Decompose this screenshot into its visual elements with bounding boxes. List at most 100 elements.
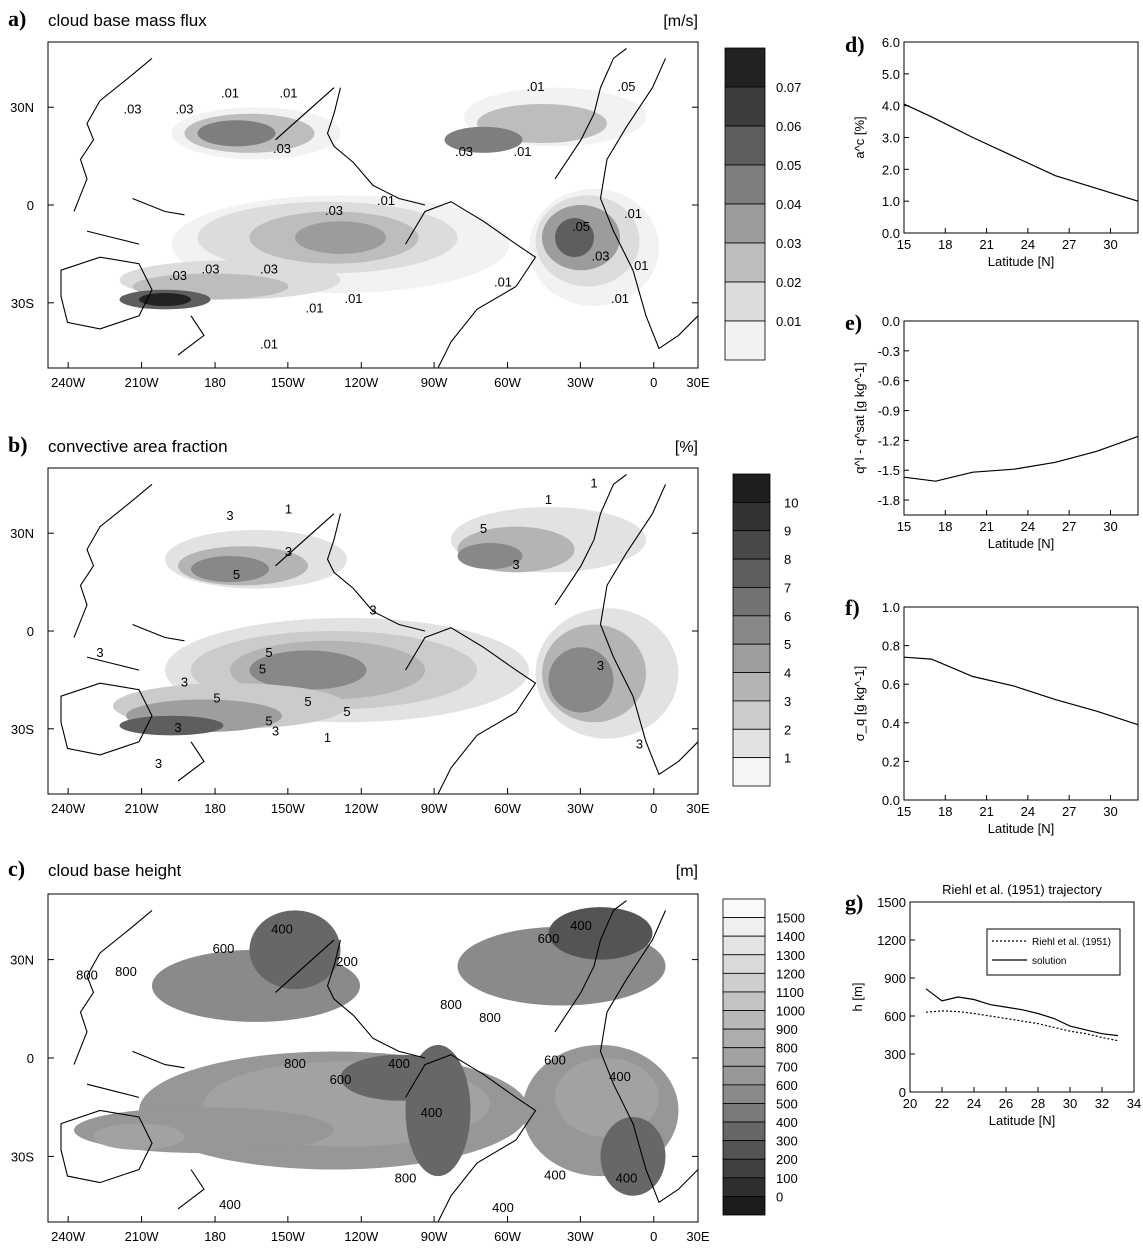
- x-tick-label: 210W: [125, 801, 160, 816]
- colorbar-swatch: [722, 1140, 766, 1160]
- colorbar-level-label: 7: [784, 580, 791, 595]
- colorbar: 0.07 0.06 0.05 0.04 0.03 0.02 0.01: [724, 47, 801, 361]
- shaded-region: [548, 647, 614, 713]
- contour-label: 3: [181, 674, 188, 689]
- x-axis-label: Latitude [N]: [988, 254, 1055, 269]
- map-panel-b: b) convective area fraction [%]3 1355311355…: [8, 432, 798, 816]
- colorbar: 1500140013001200110010009008007006005004…: [722, 898, 805, 1216]
- series-line-0: [925, 1010, 1119, 1042]
- y-tick-label: 0.4: [882, 716, 900, 731]
- y-tick-label: 0.6: [882, 677, 900, 692]
- contour-label: 1: [590, 476, 597, 491]
- y-axis-label: q^l - q^sat [g kg^-1]: [852, 362, 867, 474]
- colorbar-level-label: 6: [784, 609, 791, 624]
- contour-label: .01: [526, 79, 544, 94]
- contour-label: 600: [544, 1053, 566, 1068]
- colorbar-level-label: 200: [776, 1152, 798, 1167]
- contour-label: 600: [213, 941, 235, 956]
- coastline: [554, 48, 627, 180]
- colorbar-swatch: [722, 954, 766, 974]
- colorbar-swatch: [722, 1177, 766, 1197]
- colorbar-swatch: [722, 1121, 766, 1142]
- contour-label: 5: [259, 661, 266, 676]
- x-tick-label: 32: [1095, 1096, 1109, 1111]
- contour-label: 3: [96, 645, 103, 660]
- coastline: [554, 900, 627, 1033]
- contour-label: .03: [325, 203, 343, 218]
- plot-frame: [903, 320, 1139, 516]
- x-tick-label: 30E: [686, 801, 709, 816]
- series-line-0: [903, 656, 1139, 726]
- coastline: [132, 1050, 185, 1069]
- panel-title: cloud base height: [48, 861, 182, 880]
- coastline: [554, 474, 627, 606]
- colorbar-level-label: 1100: [776, 985, 804, 1000]
- x-axis-label: Latitude [N]: [989, 1113, 1056, 1128]
- trajectory-line: [275, 939, 335, 993]
- contour-label: .01: [344, 291, 362, 306]
- map-panel-a: a) cloud base mass flux [m/s] .03 .03 .01 .01.…: [8, 6, 801, 390]
- x-tick-label: 24: [967, 1096, 981, 1111]
- x-tick-label: 18: [938, 804, 952, 819]
- contour-label: .01: [305, 301, 323, 316]
- colorbar-swatch: [724, 320, 766, 361]
- x-tick-label: 26: [999, 1096, 1013, 1111]
- contour-label: .05: [572, 219, 590, 234]
- contour-label: .01: [611, 291, 629, 306]
- y-tick-label: -1.8: [878, 493, 900, 508]
- contour-label: 3: [636, 736, 643, 751]
- series-line-0: [903, 435, 1139, 482]
- panel-label: g): [845, 890, 863, 915]
- y-tick-label: 5.0: [882, 67, 900, 82]
- x-tick-label: 24: [1021, 519, 1035, 534]
- contour-label: 400: [544, 1167, 566, 1182]
- y-tick-label: 1500: [877, 895, 906, 910]
- x-tick-label: 180: [204, 1229, 226, 1244]
- x-tick-label: 18: [938, 237, 952, 252]
- colorbar-swatch: [724, 242, 766, 283]
- contour-label: .03: [260, 261, 278, 276]
- colorbar: 10 9 8 7 6 5 4 3 2 1: [732, 473, 798, 787]
- colorbar-swatch: [722, 1028, 766, 1049]
- x-tick-label: 180: [204, 375, 226, 390]
- legend-entry: solution: [1032, 956, 1066, 967]
- x-tick-label: 60W: [494, 375, 521, 390]
- contour-label: 800: [479, 1010, 501, 1025]
- contour-label: 5: [233, 567, 240, 582]
- coastline: [60, 682, 153, 756]
- coastline: [132, 623, 185, 642]
- colorbar-level-label: 0.03: [776, 236, 801, 251]
- contour-label: .03: [201, 261, 219, 276]
- contour-label: 5: [480, 521, 487, 536]
- y-tick-label: -0.6: [878, 374, 900, 389]
- x-tick-label: 18: [938, 519, 952, 534]
- x-tick-label: 27: [1062, 804, 1076, 819]
- y-tick-label: 0.0: [882, 226, 900, 241]
- contour-label: 3: [369, 603, 376, 618]
- coastline: [599, 910, 699, 1204]
- coastline: [405, 627, 537, 795]
- colorbar-swatch: [732, 700, 771, 730]
- colorbar-swatch: [722, 1084, 766, 1104]
- coastline: [326, 939, 426, 1059]
- contour-label: 400: [616, 1171, 638, 1186]
- contour-label: .01: [494, 275, 512, 290]
- colorbar-level-label: 0.04: [776, 197, 801, 212]
- x-tick-label: 0: [650, 1229, 657, 1244]
- x-tick-label: 21: [979, 237, 993, 252]
- y-axis-label: σ_q [g kg^-1]: [852, 666, 867, 742]
- shaded-region: [249, 910, 341, 990]
- y-tick-label: 30N: [10, 100, 34, 115]
- x-tick-label: 240W: [51, 801, 86, 816]
- y-tick-label: 0: [899, 1085, 906, 1100]
- colorbar-level-label: 2: [784, 722, 791, 737]
- coastline: [86, 656, 140, 671]
- unit-label: [%]: [675, 439, 698, 456]
- y-tick-label: 0: [27, 198, 34, 213]
- shaded-region: [295, 221, 386, 254]
- y-tick-label: 6.0: [882, 35, 900, 50]
- colorbar-swatch: [722, 991, 766, 1011]
- coastline: [132, 197, 185, 216]
- x-tick-label: 30E: [686, 1229, 709, 1244]
- colorbar-level-label: 9: [784, 524, 791, 539]
